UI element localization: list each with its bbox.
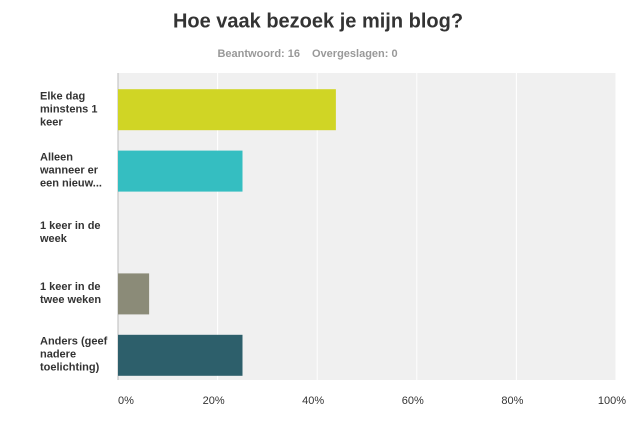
x-tick-label: 0%: [118, 395, 134, 407]
x-tick-label: 40%: [302, 395, 324, 407]
x-tick-label: 100%: [598, 395, 626, 407]
bar: [118, 150, 243, 192]
subtitle: Beantwoord: 16: [217, 48, 300, 60]
bar: [118, 89, 336, 131]
category-label: Alleen wanneer er een nieuw...: [40, 151, 102, 190]
category-label: Elke dag minstens 1 keer: [40, 90, 98, 129]
category-label: 1 keer in de twee weken: [40, 280, 102, 306]
x-tick-label: 80%: [501, 395, 523, 407]
x-tick-label: 60%: [402, 395, 424, 407]
bar: [118, 273, 150, 315]
subtitle: Overgeslagen: 0: [312, 48, 398, 60]
category-label: Anders (geef nadere toelichting): [40, 335, 108, 374]
chart-title: Hoe vaak bezoek je mijn blog?: [173, 10, 463, 32]
category-label: 1 keer in de week: [40, 219, 101, 245]
bar: [118, 334, 243, 376]
x-tick-label: 20%: [203, 395, 225, 407]
